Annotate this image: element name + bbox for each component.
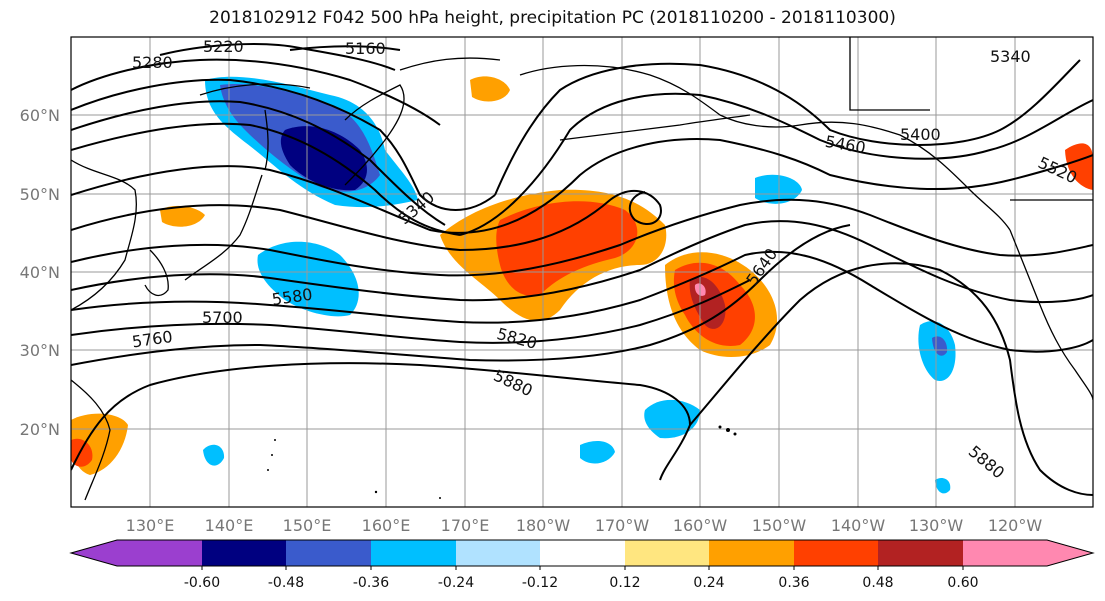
lon-tick: 150°W <box>752 516 807 535</box>
lat-tick: 60°N <box>20 106 60 125</box>
colorbar-outline <box>69 539 1095 567</box>
colorbar-tick-label: 0.60 <box>947 575 978 591</box>
contour-5400 <box>71 100 446 226</box>
colorbar-tick-label: -0.12 <box>522 575 558 591</box>
lat-tick: 50°N <box>20 185 60 204</box>
contour-label: 5340 <box>990 47 1031 66</box>
coast-bering-asia <box>399 57 501 71</box>
lat-tick: 20°N <box>20 420 60 439</box>
colorbar-tick-label: -0.60 <box>184 575 220 591</box>
lat-tick: 30°N <box>20 341 60 360</box>
lon-tick: 120°W <box>988 516 1043 535</box>
colorbar-cell <box>540 540 625 566</box>
contour-ridge-1 <box>494 59 1081 196</box>
contour-5460 <box>71 122 461 236</box>
colorbar-tick-label: 0.36 <box>778 575 809 591</box>
colorbar-tick-label: 0.48 <box>862 575 893 591</box>
colorbar-cell <box>456 540 540 566</box>
contour-5700 <box>71 250 1093 353</box>
lon-tick: 160°E <box>362 516 411 535</box>
map-border <box>70 36 1094 508</box>
contour-label: 5700 <box>202 308 243 327</box>
coast-sakhalin <box>264 109 269 171</box>
coast-se-asia <box>71 379 111 501</box>
colorbar-ticks <box>201 566 964 570</box>
contour-ridge-2 <box>459 92 1093 236</box>
contour-5640 <box>71 220 1093 304</box>
contour-ridge-4 <box>71 190 662 252</box>
islands <box>267 425 737 499</box>
colorbar-tick-label: -0.36 <box>353 575 389 591</box>
lon-tick: 140°W <box>831 516 886 535</box>
contour-5760 <box>71 279 751 344</box>
coast-okhotsk <box>199 83 311 96</box>
contour-5880-big <box>71 362 692 481</box>
lon-tick: 160°W <box>673 516 728 535</box>
graticule <box>71 37 1093 507</box>
coast-aleutians <box>559 114 751 141</box>
neg-blob-small-e <box>935 478 951 494</box>
contour-label: 5400 <box>900 125 941 144</box>
colorbar-extend-high <box>1047 540 1093 566</box>
coast-alaska <box>519 64 1011 231</box>
contour-label: 5280 <box>132 53 173 72</box>
contour-label: 5160 <box>345 39 386 58</box>
colorbar-cell <box>202 540 286 566</box>
colorbar-tick-label: -0.24 <box>438 575 474 591</box>
colorbar-cell <box>286 540 371 566</box>
colorbar-cell <box>794 540 878 566</box>
pos-blob-bering <box>470 76 510 102</box>
lon-tick: 140°E <box>205 516 254 535</box>
height-contours <box>71 43 1093 496</box>
coast-kamchatka <box>344 84 405 186</box>
lon-tick: 150°E <box>283 516 332 535</box>
contour-5280 <box>71 58 441 126</box>
colorbar: -0.60 -0.48 -0.36 -0.24 -0.12 0.12 0.24 … <box>69 539 1095 591</box>
neg-blob-small-w <box>203 444 225 466</box>
coast-na-west <box>1009 229 1093 401</box>
pos-blob-japan-w <box>160 205 205 227</box>
lon-tick: 130°E <box>126 516 175 535</box>
colorbar-cell <box>878 540 963 566</box>
contour-5220 <box>159 43 396 71</box>
coast-japan <box>184 174 263 281</box>
lon-tick: 180°W <box>516 516 571 535</box>
colorbar-tick-label: -0.48 <box>268 575 304 591</box>
colorbar-cell <box>963 540 1047 566</box>
lat-tick-labels: 60°N 50°N 40°N 30°N 20°N <box>20 106 60 439</box>
contour-5580 <box>71 198 1093 277</box>
colorbar-cell <box>625 540 709 566</box>
coastlines <box>71 37 1093 501</box>
contour-5880-east <box>689 262 1093 496</box>
colorbar-tick-label: 0.24 <box>693 575 724 591</box>
coast-canada <box>849 37 930 111</box>
pos-blob-nw-us <box>1065 143 1093 190</box>
lon-tick: 170°E <box>441 516 490 535</box>
colorbar-extend-low <box>71 540 117 566</box>
contour-label: 5220 <box>203 37 244 56</box>
neg-blob-mid-s <box>580 440 615 464</box>
colorbar-cell <box>117 540 202 566</box>
colorbar-cell <box>371 540 456 566</box>
lon-tick: 170°W <box>595 516 650 535</box>
contour-5340-w <box>71 78 496 211</box>
contour-5820 <box>71 224 851 366</box>
lat-tick: 40°N <box>20 263 60 282</box>
map-title: 2018102912 F042 500 hPa height, precipit… <box>209 8 896 28</box>
coast-asia <box>71 159 137 311</box>
coast-korea <box>144 249 169 297</box>
neg-blob-japan <box>257 241 359 317</box>
contour-ridge-3 <box>71 138 1093 234</box>
lon-tick: 130°W <box>909 516 964 535</box>
lon-tick-labels: 130°E 140°E 150°E 160°E 170°E 180°W 170°… <box>126 516 1043 535</box>
colorbar-cell <box>709 540 794 566</box>
colorbar-tick-label: 0.12 <box>609 575 640 591</box>
